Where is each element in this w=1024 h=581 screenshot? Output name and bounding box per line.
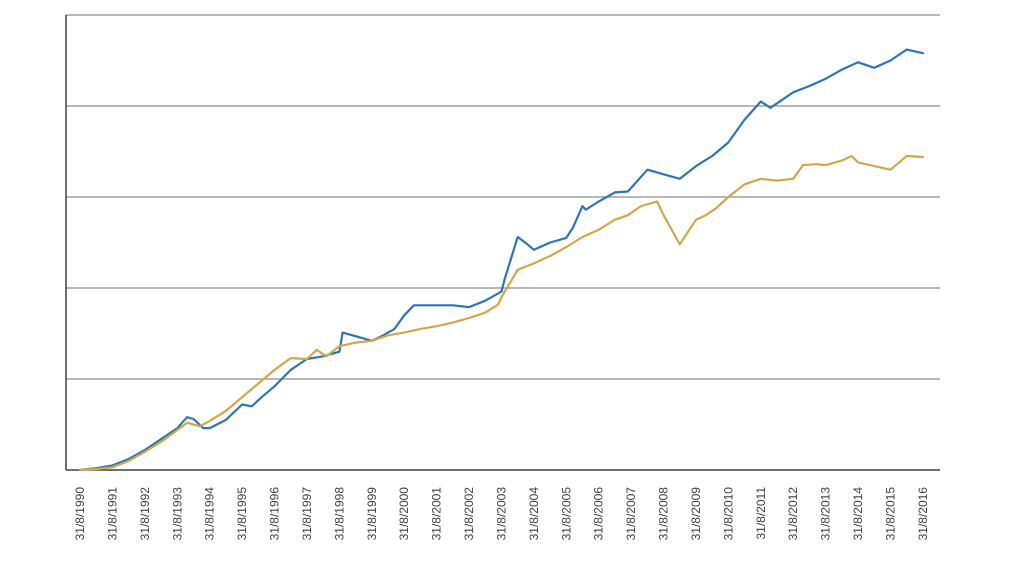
x-tick-label: 31/8/2007 xyxy=(624,487,638,541)
x-tick-label: 31/8/2013 xyxy=(819,487,833,541)
x-tick-label: 31/8/2011 xyxy=(754,487,768,540)
x-tick-label: 31/8/1999 xyxy=(365,487,379,541)
x-tick-label: 31/8/2012 xyxy=(786,487,800,541)
x-tick-label: 31/8/1993 xyxy=(170,487,184,541)
x-tick-label: 31/8/1992 xyxy=(138,487,152,541)
x-tick-label: 31/8/2000 xyxy=(397,487,411,541)
x-tick-label: 31/8/1994 xyxy=(203,487,217,541)
x-tick-label: 31/8/2016 xyxy=(916,487,930,541)
series-lines xyxy=(78,48,924,472)
x-tick-label: 31/8/2015 xyxy=(884,487,898,541)
x-tick-label: 31/8/1998 xyxy=(332,487,346,541)
x-tick-label: 31/8/2009 xyxy=(689,487,703,541)
x-tick-label: 31/8/1991 xyxy=(105,487,119,541)
x-tick-label: 31/8/2004 xyxy=(527,487,541,541)
x-tick-label: 31/8/2003 xyxy=(494,487,508,541)
x-tick-label: 31/8/1995 xyxy=(235,487,249,541)
x-tick-label: 31/8/1990 xyxy=(73,487,87,541)
x-tick-label: 31/8/2001 xyxy=(430,487,444,541)
x-tick-label: 31/8/1997 xyxy=(300,487,314,541)
x-tick-label: 31/8/2014 xyxy=(851,487,865,541)
x-tick-label: 31/8/2005 xyxy=(559,487,573,541)
series-line-2 xyxy=(78,154,924,472)
x-tick-label: 31/8/2002 xyxy=(462,487,476,541)
x-tick-label: 31/8/2010 xyxy=(721,487,735,541)
x-tick-labels: 31/8/1990 31/8/1991 31/8/1992 31/8/1993 31/8… xyxy=(73,487,930,541)
series-line-1 xyxy=(78,48,924,472)
x-tick-label: 31/8/1996 xyxy=(268,487,282,541)
gridlines xyxy=(66,14,940,380)
x-tick-label: 31/8/2006 xyxy=(592,487,606,541)
axes xyxy=(65,15,940,471)
x-tick-label: 31/8/2008 xyxy=(657,487,671,541)
